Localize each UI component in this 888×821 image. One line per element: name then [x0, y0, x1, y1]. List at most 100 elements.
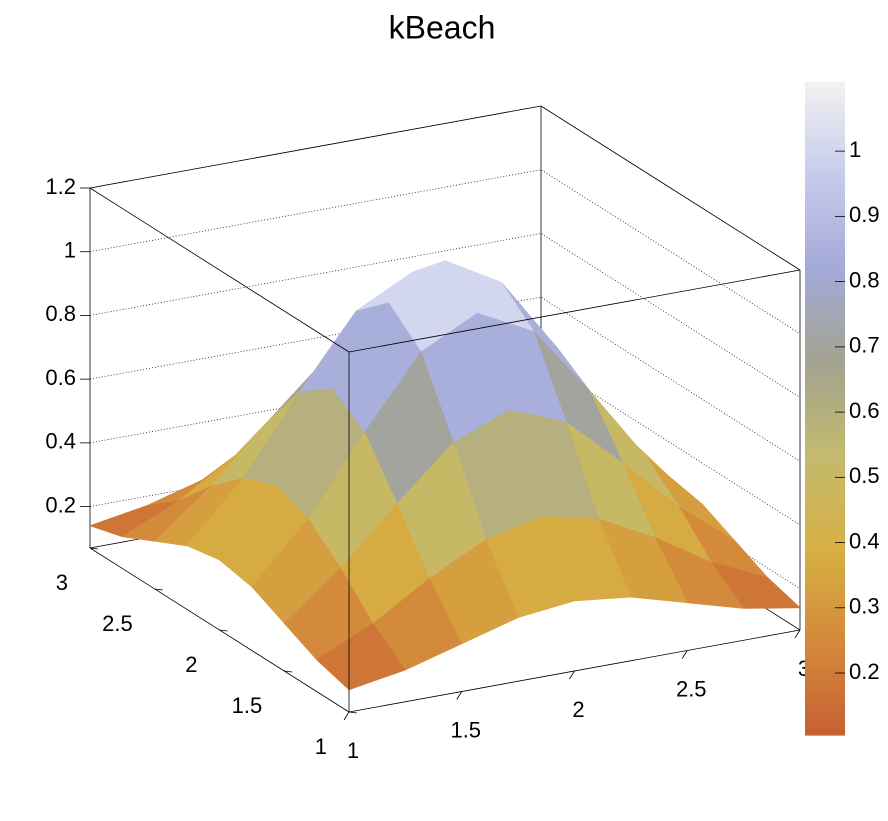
- colorbar-tick-label: 0.3: [849, 594, 880, 619]
- colorbar-slice: [805, 528, 845, 535]
- colorbar-slice: [805, 163, 845, 170]
- colorbar-slice: [805, 675, 845, 682]
- colorbar-slice: [805, 207, 845, 214]
- y-tick-label: 1.5: [232, 693, 263, 718]
- colorbar-slice: [805, 250, 845, 257]
- colorbar-slice: [805, 560, 845, 567]
- x-tick-label: 2: [572, 697, 584, 722]
- colorbar-slice: [805, 522, 845, 529]
- colorbar-slice: [805, 707, 845, 714]
- colorbar-slice: [805, 267, 845, 274]
- colorbar-tick-label: 0.7: [849, 333, 880, 358]
- colorbar-slice: [805, 152, 845, 159]
- colorbar-slice: [805, 283, 845, 290]
- colorbar-slice: [805, 228, 845, 235]
- colorbar-slice: [805, 462, 845, 469]
- colorbar-slice: [805, 158, 845, 165]
- colorbar-slice: [805, 544, 845, 551]
- colorbar-slice: [805, 642, 845, 649]
- y-tick-label: 1: [315, 734, 327, 759]
- colorbar-tick-label: 0.8: [849, 267, 880, 292]
- tick-mark: [343, 711, 350, 721]
- colorbar-slice: [805, 549, 845, 557]
- colorbar-slice: [805, 686, 845, 693]
- colorbar-slice: [805, 680, 845, 687]
- z-tick-label: 1: [64, 238, 76, 263]
- colorbar-slice: [805, 277, 845, 284]
- colorbar-slice: [805, 234, 845, 241]
- colorbar-slice: [805, 386, 845, 393]
- colorbar-slice: [805, 392, 845, 399]
- colorbar-slice: [805, 419, 845, 426]
- colorbar-slice: [805, 147, 845, 154]
- colorbar-slice: [805, 517, 845, 524]
- z-tick-label: 1.2: [45, 174, 76, 199]
- colorbar-slice: [805, 343, 845, 350]
- colorbar-slice: [805, 348, 845, 355]
- colorbar-slice: [805, 506, 845, 513]
- colorbar-slice: [805, 729, 845, 736]
- colorbar-slice: [805, 626, 845, 633]
- box-edge: [540, 105, 801, 271]
- tick-mark: [89, 547, 99, 550]
- chart-title: kBeach: [389, 9, 496, 45]
- colorbar-slice: [805, 620, 845, 627]
- colorbar-slice: [805, 272, 845, 279]
- colorbar-slice: [805, 315, 845, 323]
- colorbar-slice: [805, 484, 845, 491]
- box-edge: [89, 105, 542, 189]
- colorbar-slice: [805, 669, 845, 676]
- colorbar-slice: [805, 658, 845, 665]
- colorbar-slice: [805, 381, 845, 388]
- colorbar-slice: [805, 555, 845, 562]
- colorbar-slice: [805, 125, 845, 132]
- z-tick-label: 0.4: [45, 429, 76, 454]
- colorbar-slice: [805, 370, 845, 377]
- colorbar-slice: [805, 130, 845, 138]
- x-tick-label: 1: [347, 738, 359, 763]
- colorbar-slice: [805, 109, 845, 116]
- tick-mark: [348, 711, 358, 714]
- colorbar-slice: [805, 571, 845, 578]
- colorbar-tick-label: 0.5: [849, 463, 880, 488]
- grid-line: [89, 105, 801, 271]
- colorbar-tick-label: 0.6: [849, 398, 880, 423]
- tick-mark: [154, 588, 163, 591]
- colorbar-slice: [805, 631, 845, 638]
- colorbar-slice: [805, 218, 845, 225]
- colorbar-slice: [805, 299, 845, 306]
- colorbar-slice: [805, 435, 845, 442]
- colorbar-slice: [805, 305, 845, 312]
- tick-mark: [284, 670, 293, 673]
- colorbar-slice: [805, 598, 845, 605]
- colorbar-slice: [805, 604, 845, 611]
- colorbar-slice: [805, 288, 845, 295]
- colorbar-slice: [805, 446, 845, 453]
- colorbar-slice: [805, 490, 845, 497]
- colorbar-slice: [805, 185, 845, 192]
- colorbar-slice: [805, 468, 845, 475]
- colorbar-slice: [805, 615, 845, 622]
- colorbar-tick-label: 0.9: [849, 202, 880, 227]
- colorbar-slice: [805, 457, 845, 464]
- colorbar-slice: [805, 713, 845, 720]
- colorbar-tick-label: 0.4: [849, 528, 880, 553]
- tick-mark: [219, 629, 228, 632]
- colorbar-slice: [805, 141, 845, 148]
- colorbar-slice: [805, 375, 845, 382]
- colorbar-slice: [805, 582, 845, 589]
- y-tick-label: 2: [185, 652, 197, 677]
- tick-mark: [794, 629, 801, 639]
- box-edge: [89, 187, 350, 353]
- colorbar-slice: [805, 337, 845, 344]
- colorbar-slice: [805, 566, 845, 573]
- tick-mark: [569, 670, 575, 680]
- colorbar-slice: [805, 424, 845, 431]
- colorbar-slice: [805, 169, 845, 176]
- colorbar-slice: [805, 245, 845, 252]
- colorbar-slice: [805, 647, 845, 654]
- colorbar-slice: [805, 326, 845, 333]
- colorbar-slice: [805, 261, 845, 268]
- colorbar-slice: [805, 82, 845, 89]
- colorbar-slice: [805, 120, 845, 127]
